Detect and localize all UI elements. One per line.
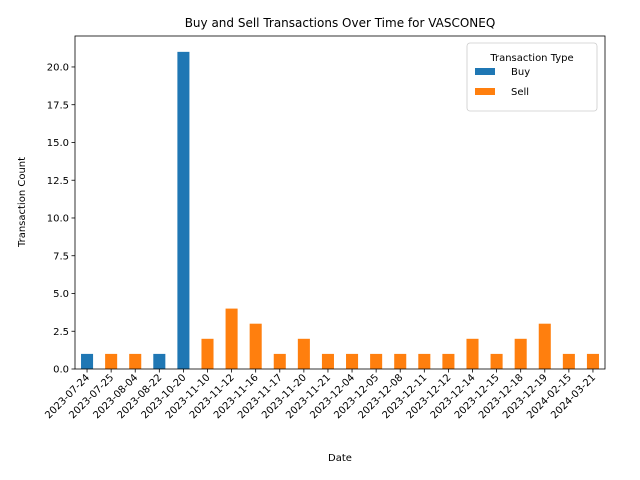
y-tick-label: 0.0 — [53, 365, 69, 376]
bar-sell-2023-11-17 — [273, 353, 286, 369]
y-tick-label: 12.5 — [47, 176, 69, 187]
legend-box — [466, 42, 598, 112]
legend-label-buy: Buy — [511, 67, 530, 78]
y-tick-label: 2.5 — [53, 327, 69, 338]
y-tick-label: 7.5 — [53, 251, 69, 262]
legend-title: Transaction Type — [489, 53, 573, 64]
legend-swatch-buy — [475, 68, 495, 75]
bar-sell-2023-12-08 — [394, 353, 407, 369]
y-tick-label: 10.0 — [47, 214, 69, 225]
bar-sell-2024-03-21 — [586, 353, 599, 369]
bar-sell-2023-11-20 — [297, 338, 310, 369]
bar-sell-2023-12-19 — [538, 323, 551, 369]
bar-sell-2023-12-11 — [418, 353, 431, 369]
bar-sell-2023-11-12 — [225, 308, 238, 369]
bar-sell-2024-02-15 — [562, 353, 575, 369]
bar-sell-2023-11-21 — [321, 353, 334, 369]
y-tick-label: 20.0 — [47, 63, 69, 74]
y-axis-label: Transaction Count — [17, 157, 28, 248]
bar-sell-2023-12-05 — [370, 353, 383, 369]
y-axis: 0.0 2.5 5.0 7.5 10.0 12.5 15.0 17.5 20.0 — [47, 63, 75, 376]
bar-sell-2023-12-18 — [514, 338, 527, 369]
bar-buy-2023-10-20 — [177, 51, 190, 369]
plot-frame — [74, 35, 606, 370]
chart-title: Buy and Sell Transactions Over Time for … — [185, 16, 496, 30]
x-axis: 2023-07-242023-07-252023-08-042023-08-22… — [43, 369, 598, 421]
legend-items: Buy Sell — [475, 67, 530, 98]
bar-sell-2023-11-16 — [249, 323, 262, 369]
bar-sell-2023-08-04 — [129, 353, 142, 369]
legend-label-sell: Sell — [511, 87, 529, 98]
bar-sell-2023-11-10 — [201, 338, 214, 369]
y-tick-label: 5.0 — [53, 289, 69, 300]
y-tick-label: 17.5 — [47, 100, 69, 111]
legend: Transaction Type Buy Sell — [466, 42, 598, 112]
bar-buy-2023-07-24 — [81, 353, 94, 369]
bars-group — [81, 51, 599, 369]
x-axis-label: Date — [328, 453, 352, 464]
y-tick-label: 15.0 — [47, 138, 69, 149]
bar-sell-2023-12-14 — [466, 338, 479, 369]
bar-sell-2023-12-15 — [490, 353, 503, 369]
bar-sell-2023-07-25 — [105, 353, 118, 369]
bar-sell-2023-12-04 — [346, 353, 359, 369]
bar-buy-2023-08-22 — [153, 353, 166, 369]
legend-swatch-sell — [475, 88, 495, 95]
bar-sell-2023-12-12 — [442, 353, 455, 369]
